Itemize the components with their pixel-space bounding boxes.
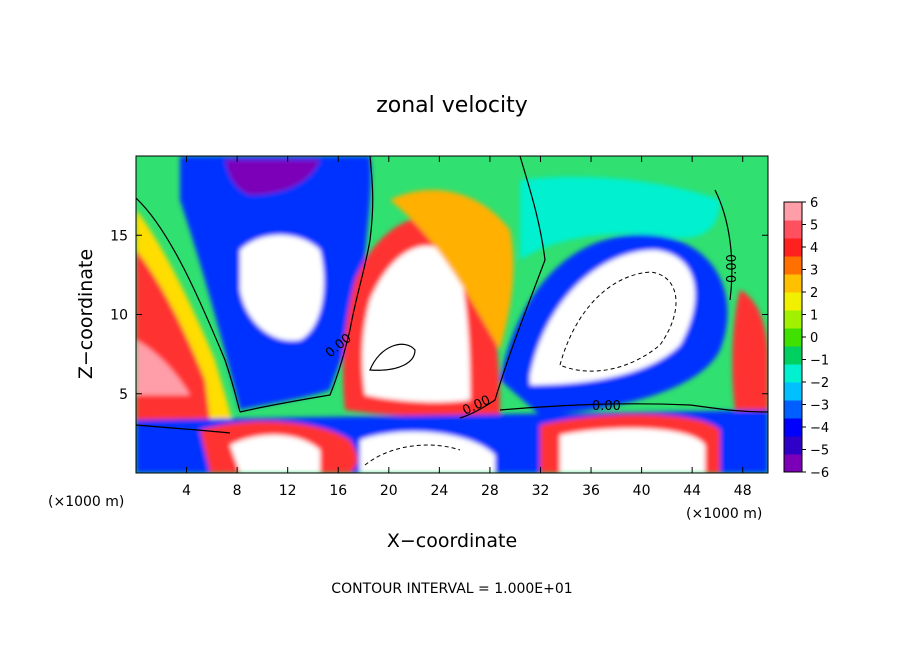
colorbar-swatch: [784, 292, 802, 311]
x-axis: 4 8 12 16 20 24 28 32 36 40 44 48: [182, 156, 752, 499]
colorbar-swatch: [784, 256, 802, 275]
x-tick-label: 36: [582, 483, 600, 499]
colorbar-tick-label: 1: [810, 309, 818, 324]
x-tick-label: 4: [182, 483, 191, 499]
orange-zone-center: [390, 190, 514, 350]
colorbar-tick-label: 0: [810, 331, 818, 346]
contour-line: [714, 189, 733, 301]
x-unit-label-right: (×1000 m): [686, 506, 762, 522]
contour-lines: [136, 156, 768, 434]
colorbar-swatch: [784, 454, 802, 473]
y-axis-title: Z−coordinate: [75, 249, 97, 379]
contour-line: [136, 197, 241, 413]
colorbar-swatch: [784, 328, 802, 347]
red-zone-right-edge: [732, 290, 768, 410]
colorbar-tick-label: −3: [810, 399, 829, 414]
cyan-zone-upper-right: [520, 176, 720, 260]
x-axis-title: X−coordinate: [387, 530, 517, 552]
white-zone-bottom-left: [230, 434, 320, 473]
x-tick-label: 48: [734, 483, 752, 499]
x-tick-label: 32: [532, 483, 550, 499]
dashed-contour: [364, 444, 461, 466]
contour-interval-note: CONTOUR INTERVAL = 1.000E+01: [331, 581, 572, 597]
colorbar: 6 5 4 3 2 1 0 −1 −2 −3 −4 −5 −6: [783, 196, 829, 481]
y-tick-label: 10: [110, 308, 128, 324]
x-tick-label: 40: [633, 483, 651, 499]
colorbar-tick-label: −2: [810, 376, 829, 391]
colorbar-swatch: [784, 382, 802, 401]
colorbar-swatch: [784, 364, 802, 383]
white-zone-bottom-center: [360, 431, 495, 473]
colorbar-tick-label: 6: [810, 196, 818, 211]
x-unit-label-left: (×1000 m): [48, 494, 124, 510]
colorbar-tick-label: −1: [810, 354, 829, 369]
colorbar-swatch: [784, 418, 802, 437]
x-tick-label: 20: [380, 483, 398, 499]
colorbar-tick-label: 4: [810, 241, 818, 256]
colorbar-swatch: [784, 400, 802, 419]
x-tick-label: 28: [481, 483, 499, 499]
negative-contours: [364, 271, 677, 466]
velocity-field: [136, 156, 768, 473]
y-tick-label: 5: [119, 387, 128, 403]
colorbar-swatch: [784, 202, 802, 221]
colorbar-swatch: [784, 274, 802, 293]
white-blob-right: [530, 250, 695, 385]
contour-line: [239, 156, 374, 413]
contour-line: [459, 156, 546, 419]
purple-zone-top: [225, 160, 320, 195]
colorbar-swatch: [784, 310, 802, 329]
white-zone-bottom-right: [560, 428, 705, 473]
dashed-contour: [559, 271, 677, 372]
contour-line: [136, 424, 231, 434]
x-tick-label: 24: [430, 483, 448, 499]
x-tick-label: 44: [683, 483, 701, 499]
colorbar-tick-label: 5: [810, 219, 818, 234]
colorbar-swatch: [784, 436, 802, 455]
y-tick-label: 15: [110, 228, 128, 244]
colorbar-swatch: [784, 346, 802, 365]
colorbar-tick-label: −5: [810, 444, 829, 459]
white-blob-center: [362, 246, 470, 403]
x-tick-label: 8: [233, 483, 242, 499]
x-tick-label: 16: [329, 483, 347, 499]
y-axis: 5 10 15: [110, 228, 768, 403]
contour-line: [369, 343, 416, 371]
contour-line: [499, 403, 768, 413]
colorbar-swatch: [784, 220, 802, 239]
colorbar-tick-label: 2: [810, 286, 818, 301]
pink-zone-left: [136, 340, 190, 395]
chart-title: zonal velocity: [376, 93, 528, 118]
colorbar-swatch: [784, 238, 802, 257]
colorbar-tick-label: −4: [810, 421, 829, 436]
colorbar-tick-label: −6: [810, 466, 829, 481]
x-tick-label: 12: [279, 483, 297, 499]
white-blob-upper-left: [240, 235, 324, 341]
contour-label: 0.00: [725, 254, 740, 283]
contour-label: 0.00: [592, 399, 621, 414]
colorbar-tick-label: 3: [810, 264, 818, 279]
